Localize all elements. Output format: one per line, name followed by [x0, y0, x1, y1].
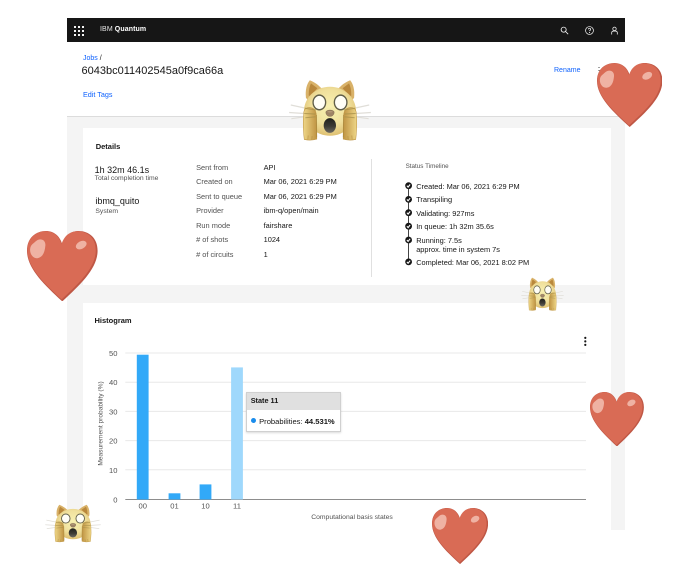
- svg-text:40: 40: [109, 378, 117, 387]
- svg-text:10: 10: [201, 502, 209, 511]
- svg-text:20: 20: [109, 437, 117, 446]
- svg-text:11: 11: [233, 502, 241, 511]
- svg-text:Measurement probability (%): Measurement probability (%): [97, 381, 104, 465]
- svg-text:10: 10: [109, 466, 117, 475]
- svg-text:Computational basis states: Computational basis states: [311, 514, 393, 521]
- svg-text:50: 50: [109, 349, 117, 358]
- svg-text:01: 01: [170, 502, 178, 511]
- svg-text:0: 0: [113, 496, 117, 505]
- svg-text:00: 00: [138, 502, 146, 511]
- svg-text:30: 30: [109, 407, 117, 416]
